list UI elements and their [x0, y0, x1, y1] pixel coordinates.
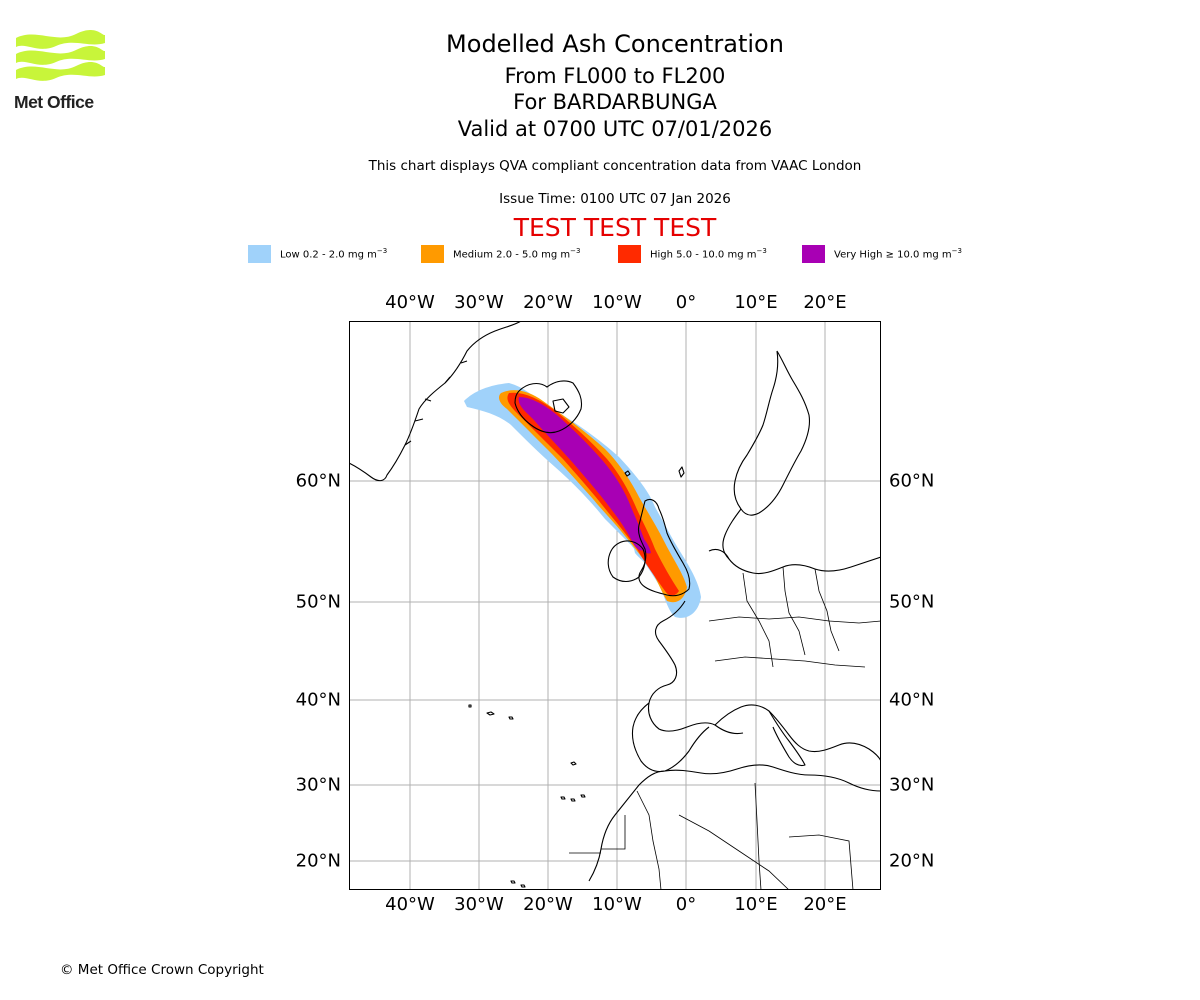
lat-label-left-40n: 40°N: [295, 689, 341, 711]
lon-label-bottom-30w: 30°W: [454, 894, 504, 915]
volcano-name: For BARDARBUNGA: [513, 90, 717, 114]
border-europe-4: [708, 616, 881, 624]
test-banner: TEST TEST TEST: [513, 213, 717, 242]
border-africa-3: [754, 782, 762, 890]
lon-label-bottom-20e: 20°E: [803, 894, 847, 915]
lat-label-left-60n: 60°N: [295, 470, 341, 492]
border-africa-5: [601, 815, 626, 850]
greenland-coast: [349, 321, 522, 482]
mediterranean-north-coast: [714, 704, 881, 762]
lon-label-top-40w: 40°W: [385, 292, 435, 313]
scandinavia-coast: [733, 350, 811, 516]
ash-plume: [464, 383, 701, 618]
iceland-glacier: [552, 398, 570, 414]
border-europe-2: [782, 566, 806, 656]
legend-swatch-low: [248, 245, 271, 263]
lat-label-right-20n: 20°N: [889, 850, 935, 872]
border-africa-4: [788, 834, 854, 890]
lon-label-top-20w: 20°W: [523, 292, 573, 313]
lon-label-top-30w: 30°W: [454, 292, 504, 313]
legend-swatch-very-high: [802, 245, 825, 263]
lon-label-bottom-0: 0°: [675, 894, 697, 915]
issue-time: Issue Time: 0100 UTC 07 Jan 2026: [499, 191, 731, 207]
norway-coast: [722, 508, 742, 560]
border-europe-5: [714, 656, 866, 668]
lon-label-top-10e: 10°E: [734, 292, 778, 313]
great-britain-coast: [637, 498, 691, 597]
met-office-logo-icon: [16, 30, 105, 81]
flight-level-range: From FL000 to FL200: [504, 64, 726, 88]
lat-label-left-30n: 30°N: [295, 774, 341, 796]
border-europe-3: [814, 568, 840, 652]
lat-label-left-50n: 50°N: [295, 591, 341, 613]
border-africa-2: [678, 814, 790, 890]
italy-coast: [768, 710, 806, 767]
ash-map: [349, 321, 881, 890]
lon-label-bottom-10w: 10°W: [592, 894, 642, 915]
legend-label-medium: Medium 2.0 - 5.0 mg m−3: [453, 247, 581, 261]
met-office-logo-text: Met Office: [14, 92, 94, 112]
lat-label-right-30n: 30°N: [889, 774, 935, 796]
lat-label-right-40n: 40°N: [889, 689, 935, 711]
lat-label-left-20n: 20°N: [295, 850, 341, 872]
north-africa-coast: [588, 764, 881, 882]
lon-label-bottom-40w: 40°W: [385, 894, 435, 915]
azores: [468, 704, 514, 720]
legend-item-medium: Medium 2.0 - 5.0 mg m−3: [421, 244, 580, 264]
lat-label-right-60n: 60°N: [889, 470, 935, 492]
chart-title: Modelled Ash Concentration: [446, 30, 784, 58]
legend-item-very-high: Very High ≥ 10.0 mg m−3: [802, 244, 962, 264]
iberia-coast: [631, 702, 710, 773]
border-africa-1: [636, 790, 662, 890]
lon-label-top-10w: 10°W: [592, 292, 642, 313]
lon-label-top-20e: 20°E: [803, 292, 847, 313]
lon-label-top-0: 0°: [675, 292, 697, 313]
greenland-fjords: [404, 360, 468, 446]
lon-label-bottom-10e: 10°E: [734, 894, 778, 915]
borders: [569, 566, 881, 890]
legend-item-low: Low 0.2 - 2.0 mg m−3: [248, 244, 387, 264]
canary-islands: [560, 794, 586, 802]
shetland-islands: [678, 466, 685, 478]
legend-swatch-medium: [421, 245, 444, 263]
legend-label-very-high: Very High ≥ 10.0 mg m−3: [834, 247, 962, 261]
lat-label-right-50n: 50°N: [889, 591, 935, 613]
iceland-coast: [514, 380, 583, 434]
cape-verde: [510, 880, 526, 888]
ireland-coast: [607, 540, 646, 583]
west-europe-coast: [647, 600, 744, 735]
ash-very-high-area: [518, 397, 647, 551]
legend-item-high: High 5.0 - 10.0 mg m−3: [618, 244, 767, 264]
europe-mainland-coast: [708, 548, 881, 575]
valid-time: Valid at 0700 UTC 07/01/2026: [457, 117, 773, 141]
graticule: [349, 321, 881, 890]
lon-label-bottom-20w: 20°W: [523, 894, 573, 915]
madeira: [570, 761, 577, 766]
coastlines: [349, 321, 881, 888]
legend-label-high: High 5.0 - 10.0 mg m−3: [650, 247, 767, 261]
copyright-notice: © Met Office Crown Copyright: [60, 962, 264, 978]
border-europe-1: [742, 572, 774, 668]
ash-very-high-core: [639, 535, 651, 554]
faroe-islands: [624, 470, 631, 477]
map-frame: [349, 321, 881, 890]
legend-swatch-high: [618, 245, 641, 263]
chart-description: This chart displays QVA compliant concen…: [368, 158, 862, 174]
legend-label-low: Low 0.2 - 2.0 mg m−3: [280, 247, 388, 261]
